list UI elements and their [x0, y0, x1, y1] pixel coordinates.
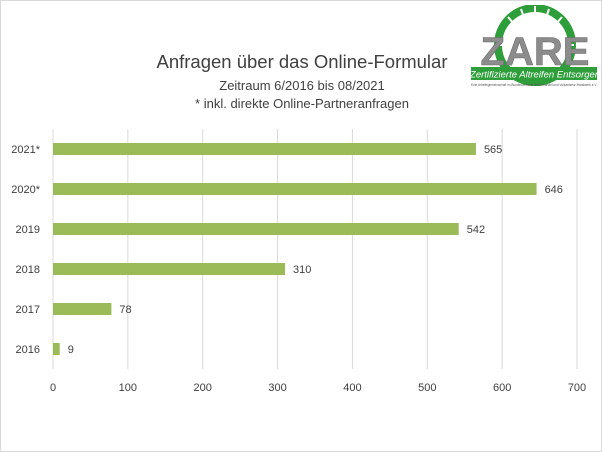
data-label: 565: [484, 144, 502, 156]
chart-subtitle: Zeitraum 6/2016 bis 08/2021: [219, 78, 385, 93]
x-tick-label: 200: [194, 382, 212, 394]
x-tick-label: 600: [493, 382, 511, 394]
zare-logo: ZARE Zertifizierte Altreifen Entsorger E…: [469, 4, 599, 89]
x-tick-label: 400: [343, 382, 361, 394]
data-label: 310: [293, 264, 311, 276]
bar: [53, 223, 459, 235]
x-tick-label: 500: [418, 382, 436, 394]
logo-tagline: Zertifizierte Altreifen Entsorger: [469, 70, 599, 81]
bar: [53, 263, 286, 275]
data-label: 78: [119, 304, 131, 316]
x-tick-label: 0: [50, 382, 56, 394]
chart-note: * inkl. direkte Online-Partneranfragen: [195, 96, 409, 111]
logo-fineprint: Eine Arbeitsgemeinschaft im Bundesverban…: [471, 83, 597, 87]
category-label: 2018: [16, 264, 40, 276]
category-label: 2019: [16, 224, 40, 236]
bar: [53, 343, 60, 355]
data-label: 646: [545, 184, 563, 196]
category-label: 2020*: [11, 184, 40, 196]
category-label: 2016: [16, 344, 40, 356]
bar: [53, 183, 537, 195]
bar: [53, 303, 112, 315]
data-label: 542: [467, 224, 485, 236]
bar: [53, 143, 476, 155]
x-tick-label: 300: [268, 382, 286, 394]
data-label: 9: [68, 344, 74, 356]
chart-title: Anfragen über das Online-Formular: [156, 51, 448, 72]
category-label: 2021*: [11, 144, 40, 156]
logo-letters: ZARE: [481, 30, 590, 74]
x-tick-label: 700: [568, 382, 586, 394]
x-tick-label: 100: [119, 382, 137, 394]
category-label: 2017: [16, 304, 40, 316]
